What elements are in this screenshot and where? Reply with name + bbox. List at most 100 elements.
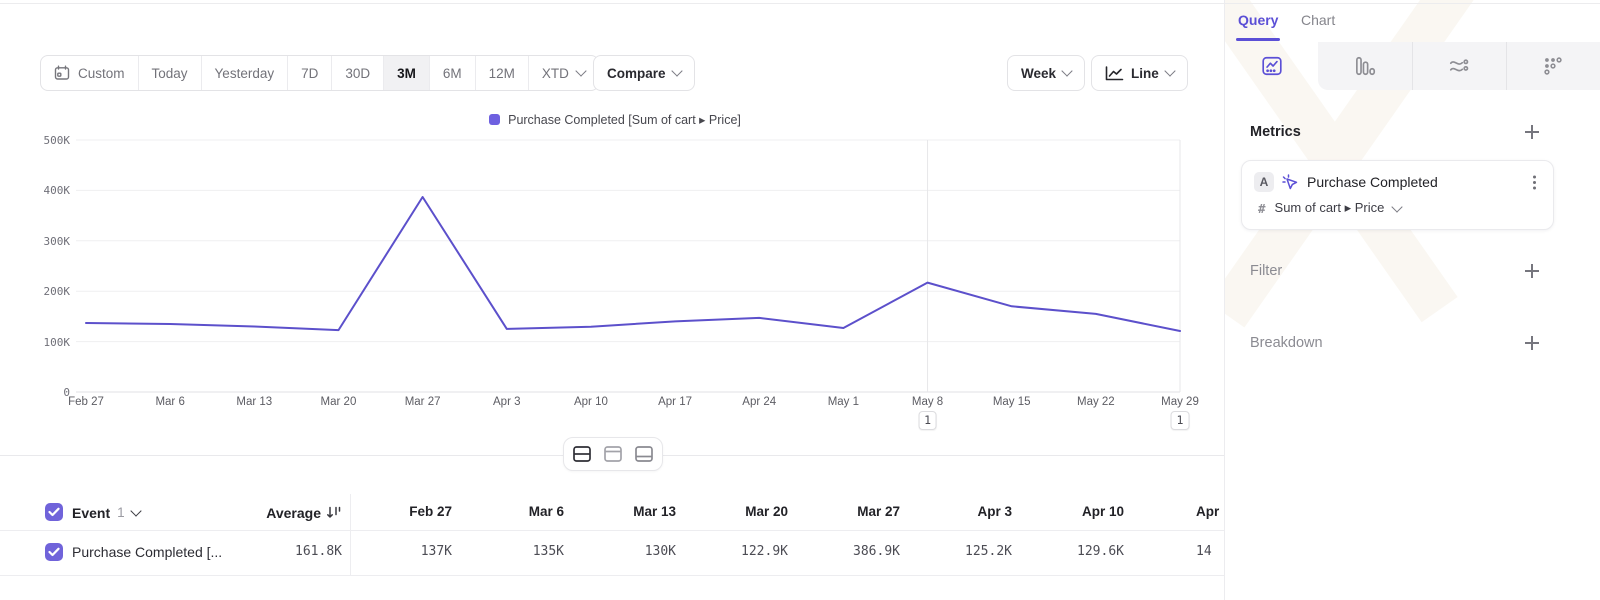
top-border: [0, 3, 1600, 4]
number-property-icon: #: [1258, 200, 1266, 216]
flows-icon[interactable]: [1411, 42, 1506, 90]
table-row-name: Purchase Completed [...: [72, 544, 223, 560]
select-all-checkbox[interactable]: [45, 503, 63, 521]
table-column-header[interactable]: Apr 3: [977, 504, 1012, 519]
metric-card[interactable]: A Purchase Completed # Sum of cart ▸ Pri…: [1241, 160, 1554, 230]
event-cursor-icon: [1282, 173, 1299, 191]
annotation-badge[interactable]: 1: [918, 411, 937, 430]
date-range-custom[interactable]: Custom: [41, 56, 139, 90]
tab-chart[interactable]: Chart: [1301, 12, 1336, 28]
table-column-header[interactable]: Mar 13: [633, 504, 676, 519]
y-axis-tick: 200K: [43, 285, 71, 299]
retention-icon[interactable]: [1505, 42, 1600, 90]
y-axis-tick: 500K: [43, 134, 71, 147]
date-range-label: 7D: [301, 65, 319, 81]
x-axis-tick: May 8: [911, 396, 944, 408]
view-toggle: [563, 437, 663, 471]
date-range-30d[interactable]: 30D: [332, 56, 385, 90]
date-range-group: Custom Today Yesterday 7D 30D 3M 6M 12M XTD: [40, 55, 599, 91]
chart-type-selector: [1225, 42, 1600, 90]
chart-type-button[interactable]: Line: [1091, 55, 1188, 91]
y-axis-tick: 0: [63, 386, 70, 399]
date-range-3m[interactable]: 3M: [384, 56, 430, 90]
table-cell-value: 130K: [644, 544, 676, 559]
y-axis-tick: 400K: [43, 184, 71, 198]
table-cell-value-clipped: 14: [1196, 544, 1212, 559]
table-column-header[interactable]: Apr 10: [1081, 504, 1124, 519]
metric-letter-badge: A: [1254, 172, 1274, 192]
bar-chart-icon[interactable]: [1318, 42, 1412, 90]
kebab-menu-icon[interactable]: [1533, 180, 1536, 184]
chevron-down-icon: [1391, 201, 1404, 213]
x-axis-tick: Feb 27: [68, 396, 104, 408]
event-dropdown[interactable]: Event 1: [72, 503, 142, 522]
date-range-yesterday[interactable]: Yesterday: [202, 56, 289, 90]
table-cell-value: 386.9K: [853, 544, 900, 559]
bottom-panel-view-button[interactable]: [629, 441, 659, 467]
report-canvas: Custom Today Yesterday 7D 30D 3M 6M 12M XTD Comp…: [0, 0, 1224, 576]
line-chart-icon: [1105, 65, 1124, 81]
top-panel-view-button[interactable]: [598, 441, 628, 467]
chart-type-label: Line: [1131, 65, 1159, 81]
table-cell-value: 135K: [532, 544, 564, 559]
x-axis-tick: Apr 17: [658, 396, 693, 408]
split-view-button[interactable]: [567, 441, 597, 467]
x-axis-tick: May 15: [992, 396, 1031, 408]
sort-descending-icon: [326, 505, 342, 520]
y-axis-tick: 300K: [43, 234, 71, 248]
date-range-label: Custom: [78, 65, 125, 81]
y-axis-tick: 100K: [43, 335, 71, 349]
table-column-header[interactable]: Mar 20: [745, 504, 788, 519]
date-range-6m[interactable]: 6M: [430, 56, 476, 90]
date-range-label: 12M: [488, 65, 515, 81]
x-axis-tick: Mar 6: [155, 396, 185, 408]
table-row-border: [0, 575, 1224, 576]
annotation-badge[interactable]: 1: [1170, 411, 1190, 430]
table-header-border: [0, 530, 1224, 531]
tab-query[interactable]: Query: [1238, 12, 1279, 28]
table-column-header[interactable]: Feb 27: [409, 504, 452, 519]
compare-button[interactable]: Compare: [593, 55, 695, 91]
date-range-label: XTD: [541, 65, 569, 81]
x-axis-tick: Apr 3: [493, 396, 521, 408]
table-column-header[interactable]: Mar 6: [528, 504, 564, 519]
compare-label: Compare: [607, 65, 666, 81]
add-filter-button[interactable]: [1524, 263, 1540, 279]
breakdown-title: Breakdown: [1250, 335, 1323, 351]
row-checkbox[interactable]: [45, 543, 63, 561]
date-range-label: Today: [151, 65, 188, 81]
date-range-12m[interactable]: 12M: [476, 56, 529, 90]
x-axis-tick: Apr 10: [573, 396, 608, 408]
date-range-label: 30D: [345, 65, 371, 81]
table-cell-value: 125.2K: [965, 544, 1012, 559]
x-axis-tick: Mar 13: [236, 396, 273, 408]
active-tab-underline: [1236, 38, 1280, 41]
date-range-7d[interactable]: 7D: [288, 56, 333, 90]
legend-label: Purchase Completed [Sum of cart ▸ Price]: [508, 113, 741, 127]
line-chart-svg[interactable]: [0, 0, 1224, 460]
date-range-label: 6M: [442, 65, 462, 81]
chart-legend[interactable]: Purchase Completed [Sum of cart ▸ Price]: [0, 112, 1230, 127]
filter-title: Filter: [1250, 263, 1283, 279]
granularity-button[interactable]: Week: [1007, 55, 1086, 91]
add-breakdown-button[interactable]: [1524, 335, 1540, 351]
x-axis-tick: May 1: [827, 396, 860, 408]
date-range-label: Yesterday: [214, 65, 275, 81]
line-chart[interactable]: 0 100K 200K 300K 400K 500K Feb 27 Mar 6 Mar 13 Ma…: [0, 0, 1224, 460]
x-axis-tick: May 29: [1161, 396, 1199, 408]
aggregation-dropdown[interactable]: # Sum of cart ▸ Price: [1254, 200, 1541, 216]
average-sort-control[interactable]: Average: [160, 503, 342, 522]
table-column-header[interactable]: Mar 27: [857, 504, 900, 519]
x-axis-tick: Apr 24: [742, 396, 777, 408]
x-axis-tick: Mar 20: [320, 396, 357, 408]
date-range-label: 3M: [397, 65, 416, 81]
table-column-header-clipped[interactable]: Apr: [1196, 504, 1220, 519]
x-axis-tick: Mar 27: [404, 396, 441, 408]
chevron-down-icon: [129, 504, 142, 517]
add-metric-button[interactable]: [1524, 124, 1540, 140]
date-range-xtd[interactable]: XTD: [529, 56, 598, 90]
date-range-today[interactable]: Today: [139, 56, 202, 90]
event-label: Event: [72, 504, 111, 521]
event-count: 1: [117, 505, 125, 520]
insights-line-icon[interactable]: [1225, 42, 1318, 90]
